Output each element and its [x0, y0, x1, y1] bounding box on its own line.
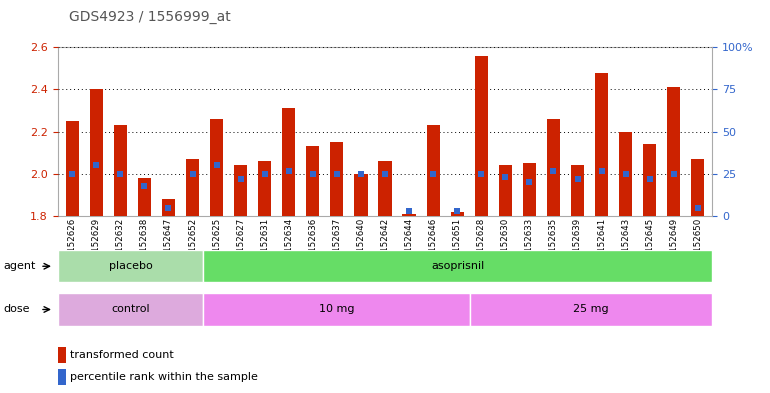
Point	[619, 171, 631, 177]
Text: percentile rank within the sample: percentile rank within the sample	[70, 372, 258, 382]
Bar	[65, 121, 79, 216]
Bar	[306, 147, 320, 216]
Bar	[330, 142, 343, 216]
Bar	[595, 72, 608, 216]
Bar	[470, 294, 712, 325]
Point	[644, 176, 656, 182]
Bar	[474, 55, 488, 216]
Bar	[58, 250, 203, 282]
Point	[186, 171, 199, 177]
Bar	[643, 144, 656, 216]
Text: 10 mg: 10 mg	[319, 305, 354, 314]
Point	[427, 171, 439, 177]
Bar	[667, 87, 681, 216]
Point	[90, 162, 102, 169]
Text: control: control	[111, 305, 150, 314]
Point	[66, 171, 79, 177]
Point	[355, 171, 367, 177]
Point	[668, 171, 680, 177]
Bar	[210, 119, 223, 216]
Bar	[58, 369, 66, 385]
Bar	[203, 250, 712, 282]
Text: dose: dose	[4, 305, 30, 314]
Point	[475, 171, 487, 177]
Text: agent: agent	[4, 261, 36, 271]
Bar	[378, 161, 392, 216]
Text: 25 mg: 25 mg	[573, 305, 609, 314]
Text: transformed count: transformed count	[70, 350, 173, 360]
Text: GDS4923 / 1556999_at: GDS4923 / 1556999_at	[69, 10, 231, 24]
Point	[162, 204, 175, 211]
Point	[547, 167, 560, 174]
Point	[330, 171, 343, 177]
Bar	[691, 159, 705, 216]
Bar	[89, 90, 103, 216]
Point	[524, 179, 536, 185]
Point	[595, 167, 608, 174]
Bar	[282, 108, 296, 216]
Bar	[58, 294, 203, 325]
Bar	[114, 125, 127, 216]
Bar	[138, 178, 151, 216]
Bar	[523, 163, 536, 216]
Point	[499, 174, 511, 180]
Bar	[403, 214, 416, 216]
Bar	[234, 165, 247, 216]
Text: asoprisnil: asoprisnil	[431, 261, 484, 271]
Point	[306, 171, 319, 177]
Point	[451, 208, 464, 214]
Bar	[571, 165, 584, 216]
Point	[691, 204, 704, 211]
Point	[210, 162, 223, 169]
Point	[259, 171, 271, 177]
Point	[139, 183, 151, 189]
Point	[234, 176, 246, 182]
Point	[403, 208, 415, 214]
Point	[283, 167, 295, 174]
Text: placebo: placebo	[109, 261, 152, 271]
Point	[571, 176, 584, 182]
Bar	[186, 159, 199, 216]
Point	[379, 171, 391, 177]
Bar	[547, 119, 560, 216]
Bar	[354, 174, 367, 216]
Point	[114, 171, 126, 177]
Bar	[427, 125, 440, 216]
Bar	[258, 161, 271, 216]
Bar	[499, 165, 512, 216]
Bar	[162, 199, 175, 216]
Bar	[203, 294, 470, 325]
Bar	[619, 132, 632, 216]
Bar	[58, 347, 66, 363]
Bar	[450, 212, 464, 216]
